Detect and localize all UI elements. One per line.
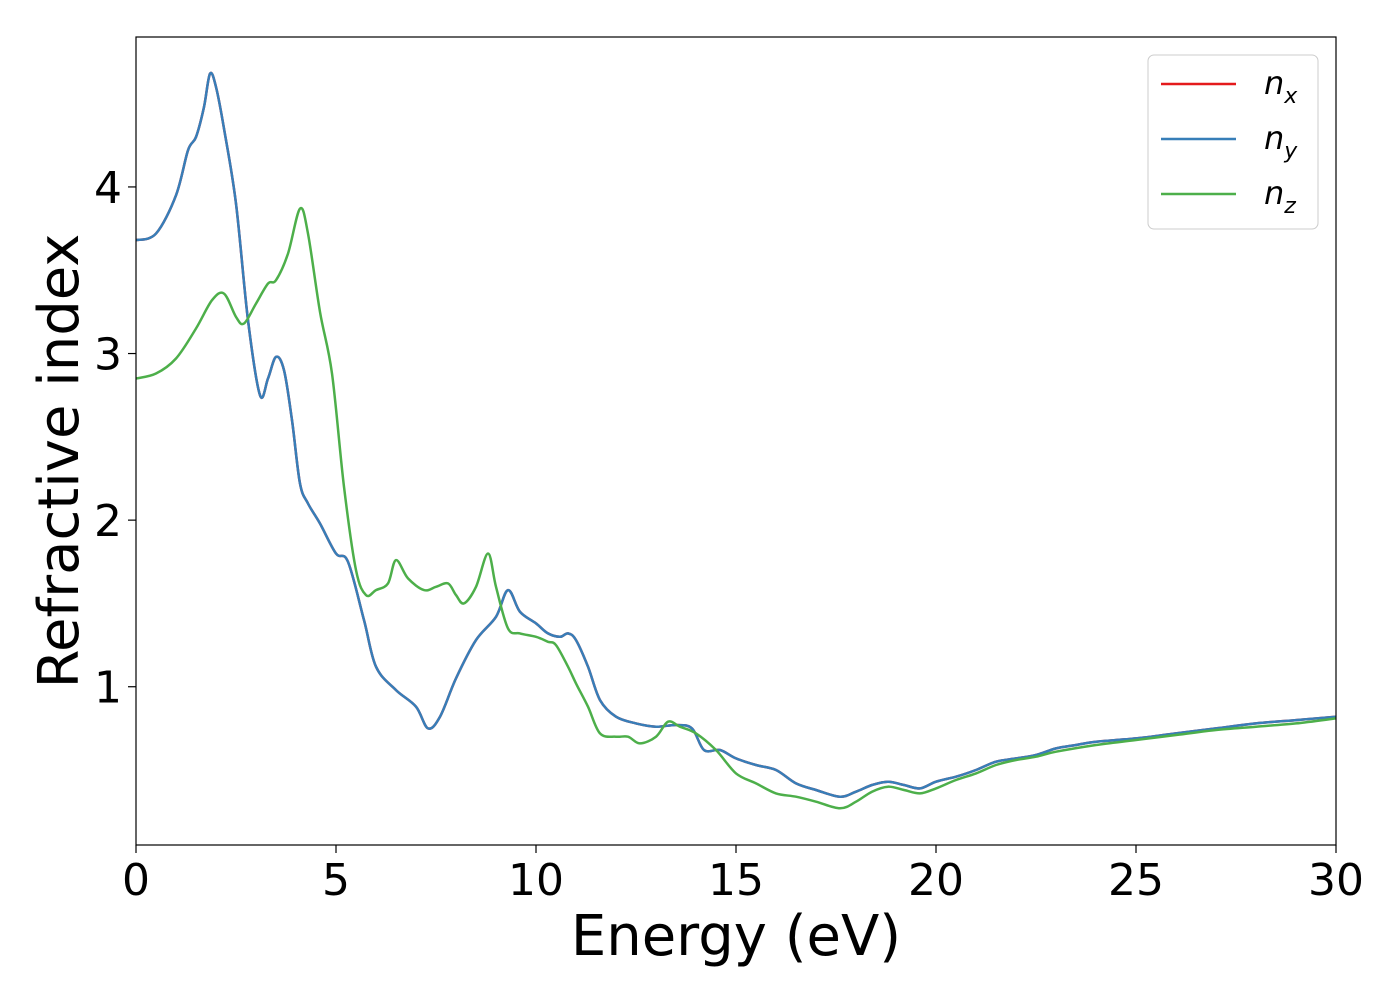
legend-label-subscript: y bbox=[1283, 139, 1298, 164]
legend-label-x: nx bbox=[1264, 64, 1298, 109]
y-tick-label: 2 bbox=[94, 496, 122, 547]
x-axis-ticks: 0 5 10 15 20 25 30 bbox=[122, 845, 1364, 906]
legend-label-subscript: x bbox=[1283, 84, 1298, 109]
x-tick-label: 25 bbox=[1108, 855, 1164, 906]
legend-label-y: ny bbox=[1264, 119, 1298, 164]
y-axis-label: Refractive index bbox=[27, 234, 92, 689]
legend-label-base: n bbox=[1264, 174, 1284, 212]
x-tick-label: 5 bbox=[322, 855, 350, 906]
legend-label-subscript: z bbox=[1283, 194, 1296, 219]
x-axis-label: Energy (eV) bbox=[571, 904, 901, 969]
series-line-z bbox=[136, 206, 1336, 810]
y-tick-label: 4 bbox=[94, 163, 122, 214]
x-tick-label: 0 bbox=[122, 855, 150, 906]
x-tick-label: 10 bbox=[508, 855, 564, 906]
x-tick-label: 15 bbox=[708, 855, 764, 906]
y-tick-label: 3 bbox=[94, 330, 122, 381]
y-tick-label: 1 bbox=[94, 663, 122, 714]
legend-label-base: n bbox=[1264, 119, 1284, 157]
legend-box bbox=[1147, 54, 1319, 230]
y-axis-ticks: 1 2 3 4 bbox=[94, 163, 136, 714]
legend-label-z: nz bbox=[1264, 174, 1296, 219]
x-tick-label: 30 bbox=[1308, 855, 1364, 906]
plot-lines bbox=[136, 71, 1336, 810]
x-tick-label: 20 bbox=[908, 855, 964, 906]
series-line-y bbox=[136, 71, 1336, 798]
legend-label-base: n bbox=[1264, 64, 1284, 102]
